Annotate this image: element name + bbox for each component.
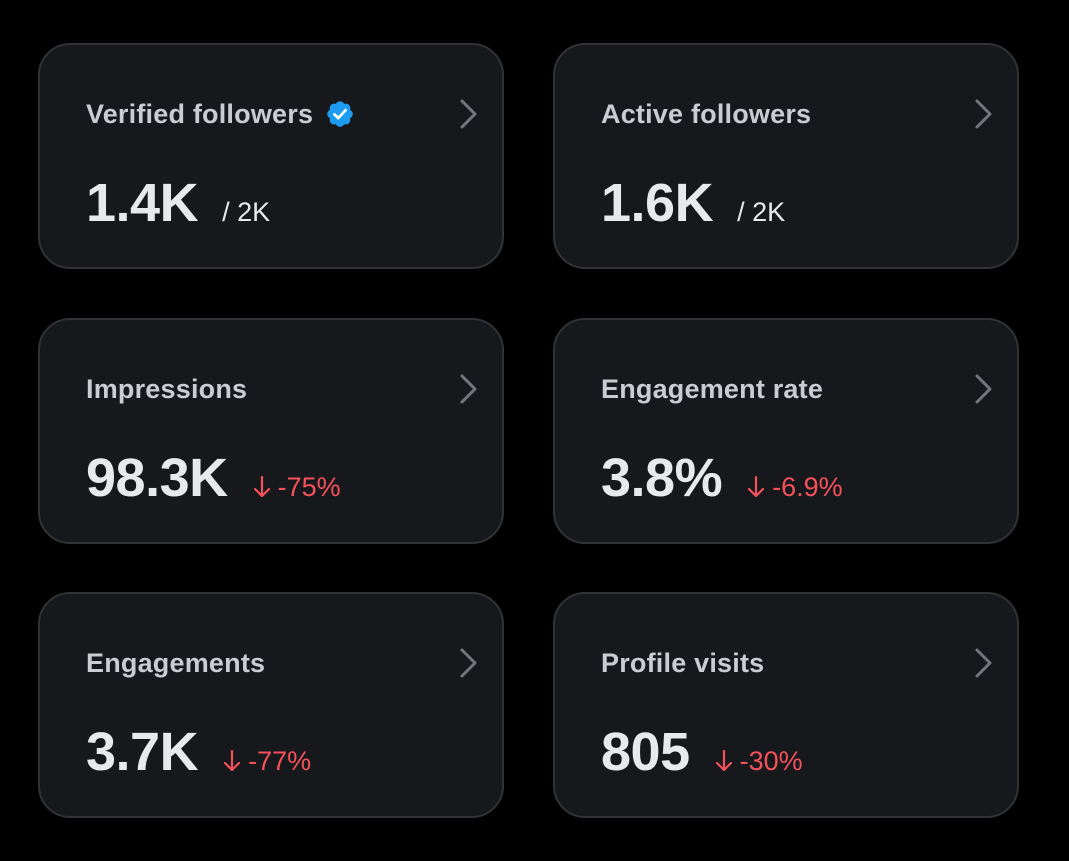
verified-followers-card[interactable]: Verified followers 1.4K / 2K (38, 43, 504, 269)
verified-badge-icon (325, 99, 355, 129)
card-title: Engagement rate (601, 372, 823, 406)
arrow-down-icon (222, 747, 242, 772)
metric-change: -30% (714, 744, 803, 778)
metric-row: 805 -30% (601, 720, 803, 784)
chevron-right-icon[interactable] (973, 97, 995, 131)
metric-value: 3.8% (601, 448, 723, 508)
engagement-rate-card[interactable]: Engagement rate 3.8% -6.9% (553, 318, 1019, 544)
arrow-down-icon (714, 747, 734, 772)
metric-value: 1.4K (86, 173, 199, 233)
metric-value: 98.3K (86, 448, 228, 508)
chevron-right-icon[interactable] (973, 646, 995, 680)
active-followers-card[interactable]: Active followers 1.6K / 2K (553, 43, 1019, 269)
metric-change-value: -30% (739, 746, 803, 776)
arrow-down-icon (746, 473, 766, 498)
chevron-right-icon[interactable] (973, 372, 995, 406)
metric-row: 1.6K / 2K (601, 171, 785, 235)
metric-total: / 2K (737, 197, 786, 227)
card-title-label: Verified followers (86, 99, 314, 129)
metric-change-value: -77% (248, 746, 312, 776)
impressions-card[interactable]: Impressions 98.3K -75% (38, 318, 504, 544)
card-title-label: Engagement rate (601, 374, 824, 404)
card-title-label: Profile visits (601, 648, 765, 678)
chevron-right-icon[interactable] (458, 97, 480, 131)
card-title-label: Impressions (86, 374, 248, 404)
metric-total: / 2K (222, 197, 271, 227)
card-title: Profile visits (601, 646, 764, 680)
card-title-label: Active followers (601, 99, 812, 129)
metric-change-value: -75% (277, 472, 341, 502)
metric-change: -75% (252, 470, 341, 504)
metric-row: 3.8% -6.9% (601, 446, 843, 510)
profile-visits-card[interactable]: Profile visits 805 -30% (553, 592, 1019, 818)
chevron-right-icon[interactable] (458, 646, 480, 680)
metric-change: -77% (222, 744, 311, 778)
metric-change-value: -6.9% (772, 472, 843, 502)
engagements-card[interactable]: Engagements 3.7K -77% (38, 592, 504, 818)
card-title-label: Engagements (86, 648, 266, 678)
metric-change: -6.9% (746, 470, 843, 504)
arrow-down-icon (252, 473, 272, 498)
card-title: Verified followers (86, 97, 355, 131)
metric-row: 1.4K / 2K (86, 171, 270, 235)
card-title: Active followers (601, 97, 811, 131)
metric-value: 3.7K (86, 722, 199, 782)
metric-value: 1.6K (601, 173, 714, 233)
metric-row: 98.3K -75% (86, 446, 341, 510)
card-title: Impressions (86, 372, 247, 406)
metric-row: 3.7K -77% (86, 720, 311, 784)
metric-value: 805 (601, 722, 690, 782)
chevron-right-icon[interactable] (458, 372, 480, 406)
card-title: Engagements (86, 646, 265, 680)
